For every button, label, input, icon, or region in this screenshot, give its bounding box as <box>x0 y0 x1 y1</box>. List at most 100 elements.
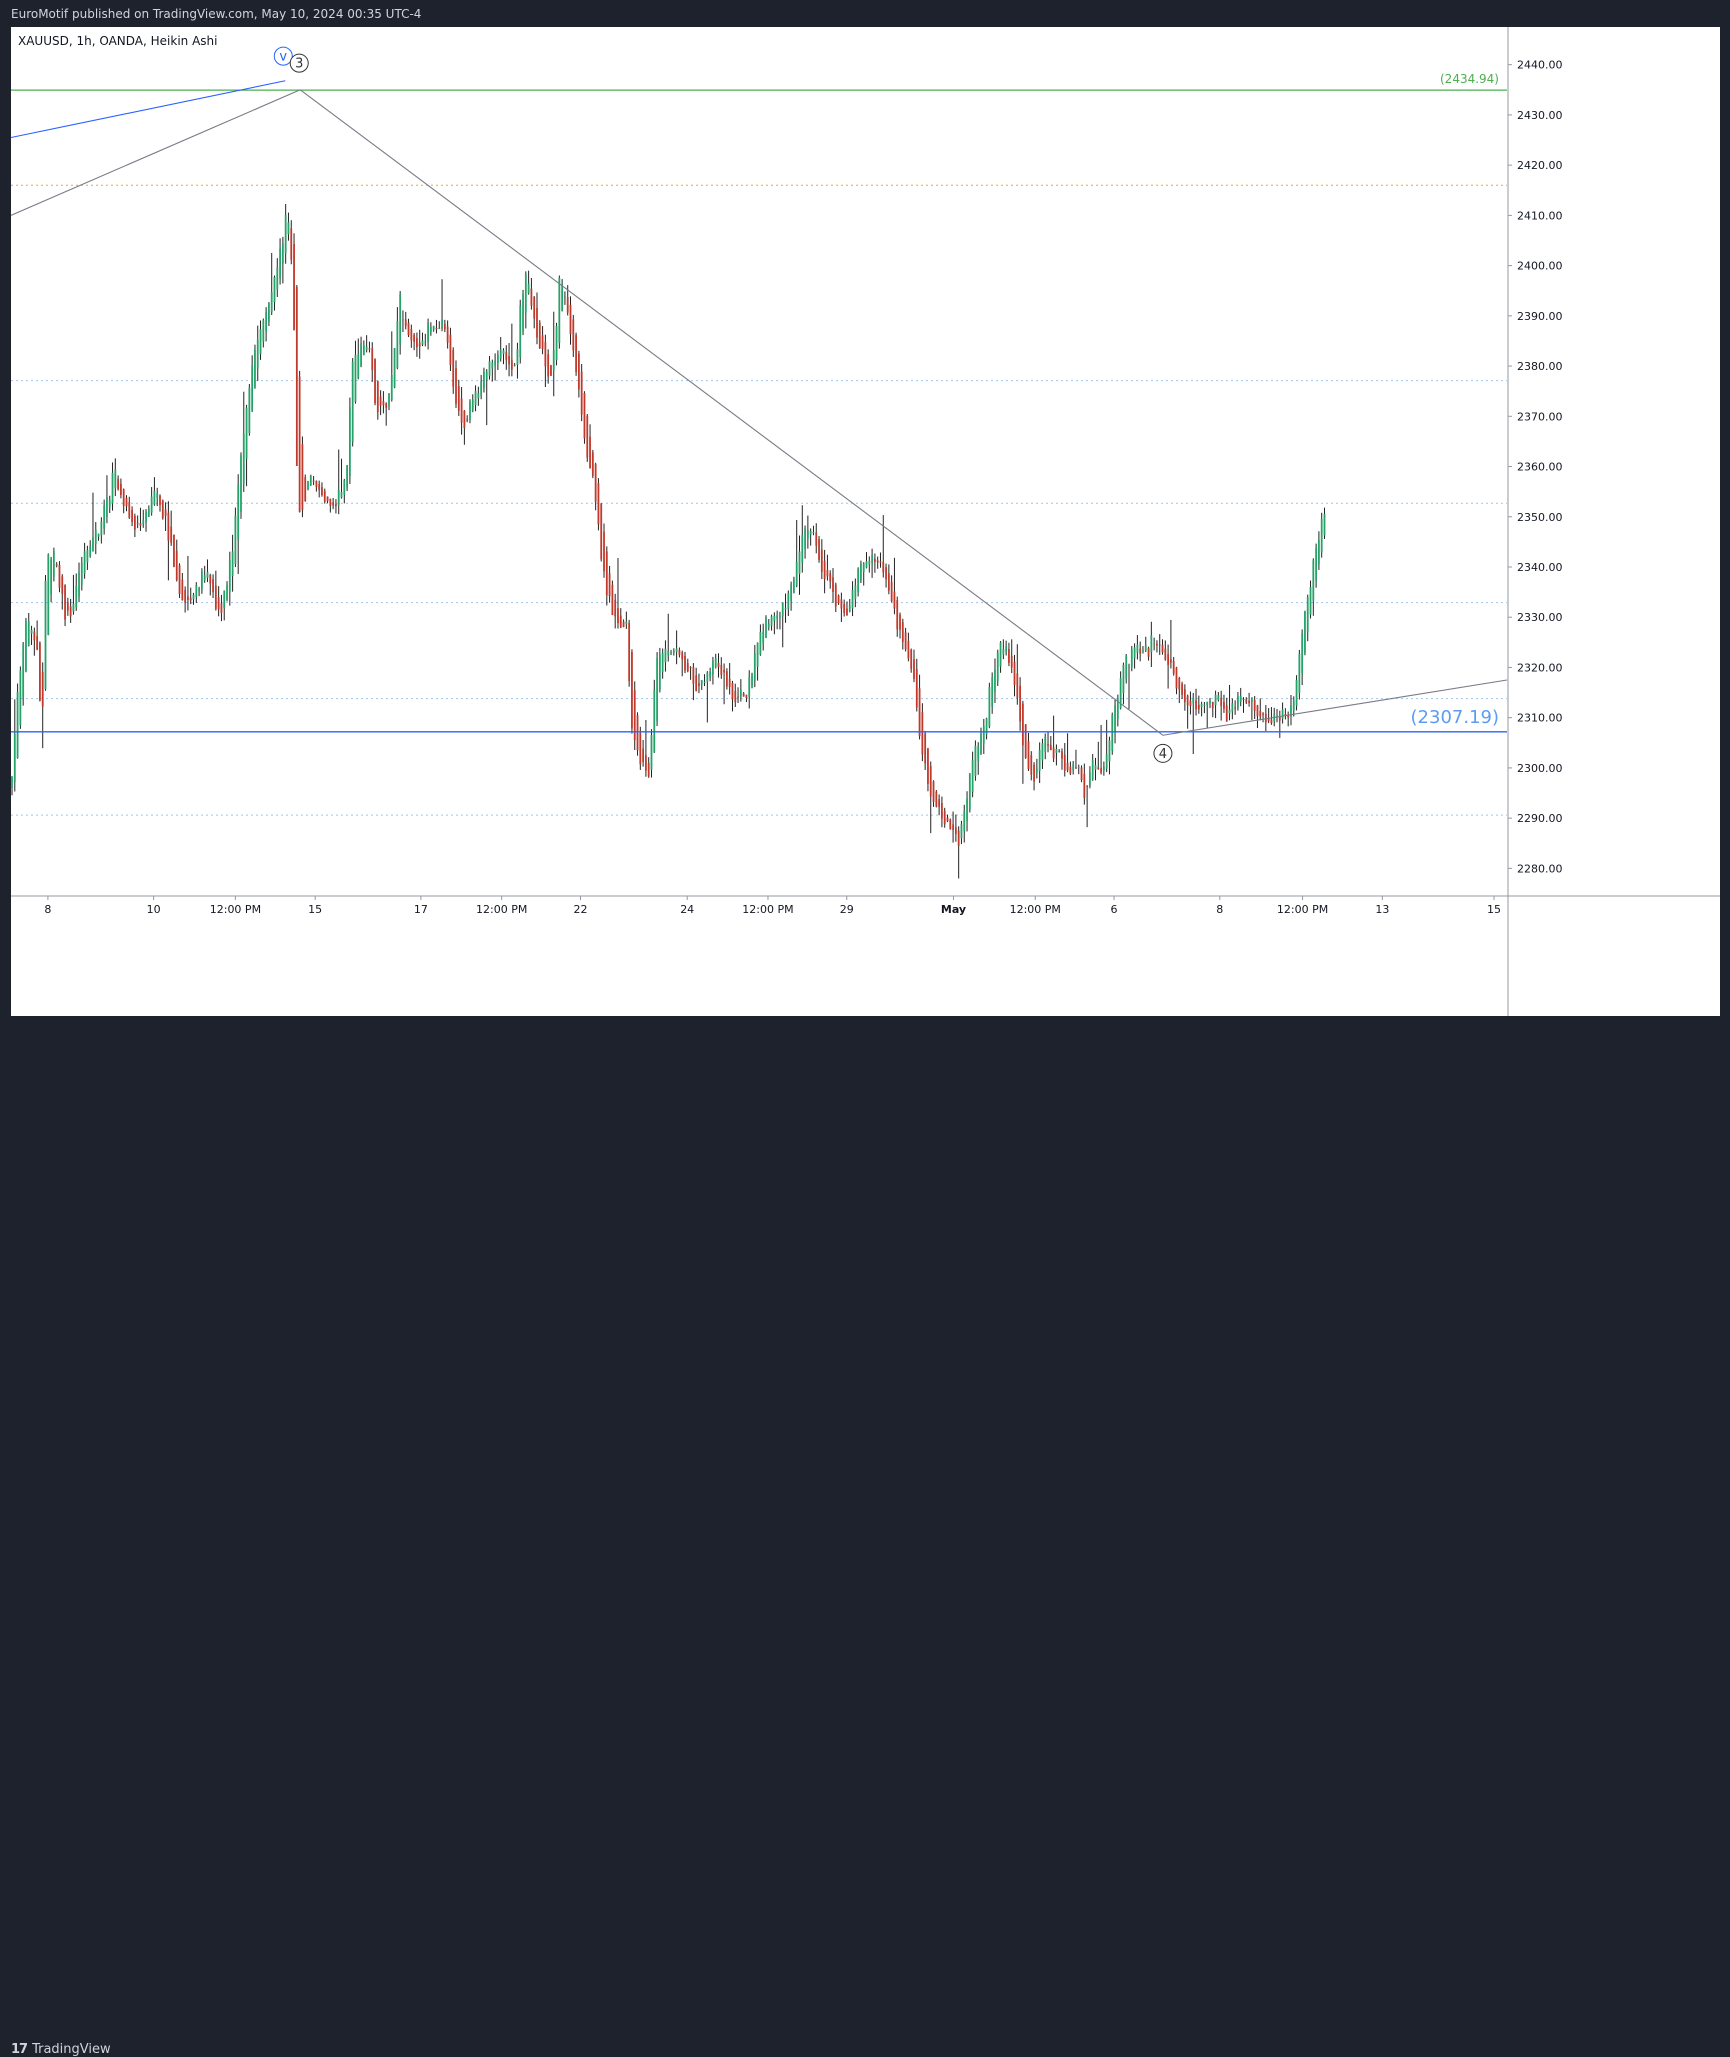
candle-body-347 <box>980 733 982 754</box>
candle-body-423 <box>1192 697 1195 704</box>
candle-body-172 <box>491 362 494 369</box>
candle-body-75 <box>220 603 223 613</box>
top-bar: EuroMotif published on TradingView.com, … <box>0 0 1730 27</box>
candle-body-33 <box>103 505 106 529</box>
candle-body-158 <box>452 349 455 387</box>
trendline-0[interactable] <box>11 89 301 216</box>
candle-body-137 <box>393 348 396 388</box>
candle-body-76 <box>223 590 226 609</box>
candle-body-58 <box>173 534 175 567</box>
candle-body-38 <box>117 478 120 489</box>
candle-body-144 <box>413 334 416 342</box>
candle-body-173 <box>494 360 497 366</box>
candle-body-25 <box>80 562 83 585</box>
candle-body-370 <box>1044 736 1047 752</box>
candle-body-246 <box>698 683 700 687</box>
candle-body-44 <box>133 515 136 530</box>
candle-body-71 <box>209 574 212 584</box>
tradingview-logo-icon: 17 <box>11 2042 28 2057</box>
candle-body-118 <box>340 491 343 498</box>
candle-body-151 <box>432 325 435 330</box>
candle-body-407 <box>1147 647 1150 657</box>
wave-label-circle-1[interactable] <box>289 53 309 73</box>
candle-body-79 <box>231 551 234 577</box>
candle-body-280 <box>793 578 795 593</box>
trendline-3[interactable] <box>11 80 286 139</box>
candle-body-223 <box>633 690 636 741</box>
candle-body-213 <box>605 551 608 596</box>
candle-body-469 <box>1320 518 1323 553</box>
candle-body-82 <box>240 455 242 513</box>
candle-body-73 <box>214 585 217 609</box>
candle-body-206 <box>586 415 589 458</box>
candle-body-160 <box>457 386 460 411</box>
candle-body-91 <box>265 311 268 331</box>
candle-body-178 <box>508 356 510 365</box>
candle-body-19 <box>64 585 66 620</box>
candle-body-117 <box>337 489 340 506</box>
candle-body-360 <box>1016 673 1019 699</box>
candle-body-264 <box>748 677 751 697</box>
candle-body-371 <box>1047 744 1049 746</box>
y-tick-label-0: 2280.00 <box>1517 862 1563 875</box>
candle-body-307 <box>868 560 871 565</box>
x-tick-label-1: 10 <box>147 903 161 916</box>
candle-body-337 <box>952 824 954 831</box>
candle-body-448 <box>1262 713 1264 715</box>
candle-body-115 <box>332 502 335 506</box>
x-tick-label-14: 12:00 PM <box>1277 903 1328 916</box>
candle-body-177 <box>505 352 508 360</box>
candle-body-257 <box>728 678 731 688</box>
candle-body-310 <box>876 560 879 563</box>
candle-body-105 <box>304 477 307 501</box>
trendline-1[interactable] <box>299 89 1164 736</box>
candle-body-62 <box>184 589 187 603</box>
candle-body-184 <box>524 274 527 313</box>
candle-body-123 <box>354 354 357 402</box>
candle-body-132 <box>379 396 382 406</box>
symbol-legend[interactable]: XAUUSD, 1h, OANDA, Heikin Ashi <box>18 34 218 48</box>
candle-body-39 <box>120 483 122 495</box>
candle-body-4 <box>22 644 25 698</box>
wave-label-circle-2[interactable] <box>1153 743 1173 763</box>
candle-body-148 <box>424 341 427 343</box>
y-tick-label-7: 2350.00 <box>1517 511 1563 524</box>
y-tick-label-4: 2320.00 <box>1517 661 1563 674</box>
candle-body-189 <box>538 322 541 348</box>
candle-body-258 <box>731 682 734 700</box>
candle-body-164 <box>469 401 471 420</box>
candle-body-111 <box>321 487 323 495</box>
tradingview-brand[interactable]: 17 TradingView <box>11 2042 111 2057</box>
y-tick-label-6: 2340.00 <box>1517 561 1563 574</box>
candle-body-298 <box>843 603 846 613</box>
price-chart[interactable]: (2434.94) (2307.19) v 3 4 2280.00 2290.00 2300.… <box>11 27 1720 1016</box>
chart-pane[interactable]: (2434.94) (2307.19) v 3 4 2280.00 2290.00 2300.… <box>11 27 1720 1016</box>
candle-body-467 <box>1315 547 1318 581</box>
x-tick-label-15: 13 <box>1375 903 1389 916</box>
candle-body-297 <box>840 599 843 609</box>
x-tick-label-2: 12:00 PM <box>210 903 261 916</box>
candle-body-396 <box>1116 697 1119 719</box>
candle-body-400 <box>1128 666 1130 668</box>
candle-body-268 <box>759 632 762 655</box>
candle-body-26 <box>83 551 86 574</box>
candle-body-97 <box>281 243 284 264</box>
candle-body-90 <box>262 320 265 342</box>
candle-body-42 <box>128 502 131 518</box>
candle-body-121 <box>348 407 351 477</box>
candle-body-84 <box>245 407 248 459</box>
candle-body-311 <box>879 561 882 563</box>
trendline-2[interactable] <box>1162 679 1508 736</box>
x-tick-label-10: May <box>941 903 966 916</box>
candle-body-292 <box>826 569 829 577</box>
candle-body-459 <box>1292 700 1295 711</box>
candle-body-230 <box>653 689 656 753</box>
candle-body-120 <box>346 465 349 488</box>
candle-body-444 <box>1250 697 1253 702</box>
candle-body-358 <box>1010 655 1013 668</box>
candle-body-323 <box>913 659 915 679</box>
candle-body-24 <box>78 572 80 597</box>
wave-label-circle-0[interactable] <box>273 46 293 66</box>
support-label: (2307.19) <box>1411 707 1499 728</box>
candle-body-220 <box>625 621 628 625</box>
